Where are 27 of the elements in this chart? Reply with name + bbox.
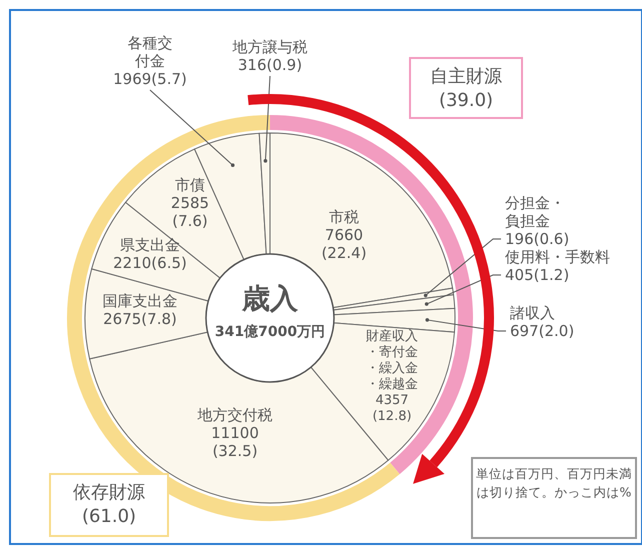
slice-label: 市債 [175,176,205,194]
data-label: 2675(7.8) [103,310,177,328]
slice-label: 諸収入 [510,304,555,322]
slice-label: 県支出金 [120,236,180,254]
data-label: 2585(7.6) [170,194,210,230]
slice-label: 市税 [329,208,359,226]
data-label: 11100(32.5) [211,424,259,460]
text: 単位は百万円、百万円未満は切り捨て。かっこ内は% [476,466,632,500]
slice-label: 財産収入・寄付金・繰入金・繰越金 [366,328,418,392]
slice-label: 地方交付税 [196,406,272,424]
data-label: 7660(22.4) [321,226,367,262]
text: 341億7000万円 [214,323,326,340]
data-label: 1969(5.7) [113,70,187,88]
data-label: 196(0.6) [505,230,570,248]
data-label: 2210(6.5) [113,254,187,272]
slice-label: 使用料・手数料 [505,248,610,266]
slice-label: 各種交付金 [128,34,172,70]
data-label: 697(2.0) [510,322,574,340]
data-label: 405(1.2) [505,266,570,284]
slice-label: 分担金・負担金 [505,194,565,230]
text: 依存財源 (61.0) [73,482,145,527]
slice-label: 地方譲与税 [232,38,308,56]
data-label: 316(0.9) [238,56,302,74]
slice-label: 国庫支出金 [102,292,178,310]
data-label: 4357(12.8) [372,393,412,424]
text: 自主財源 (39.0) [430,66,502,111]
text: 歳入 [241,282,299,315]
